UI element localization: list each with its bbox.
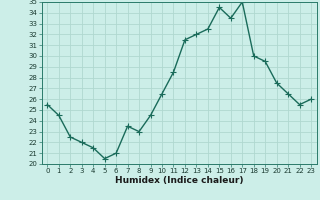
X-axis label: Humidex (Indice chaleur): Humidex (Indice chaleur) [115,176,244,185]
